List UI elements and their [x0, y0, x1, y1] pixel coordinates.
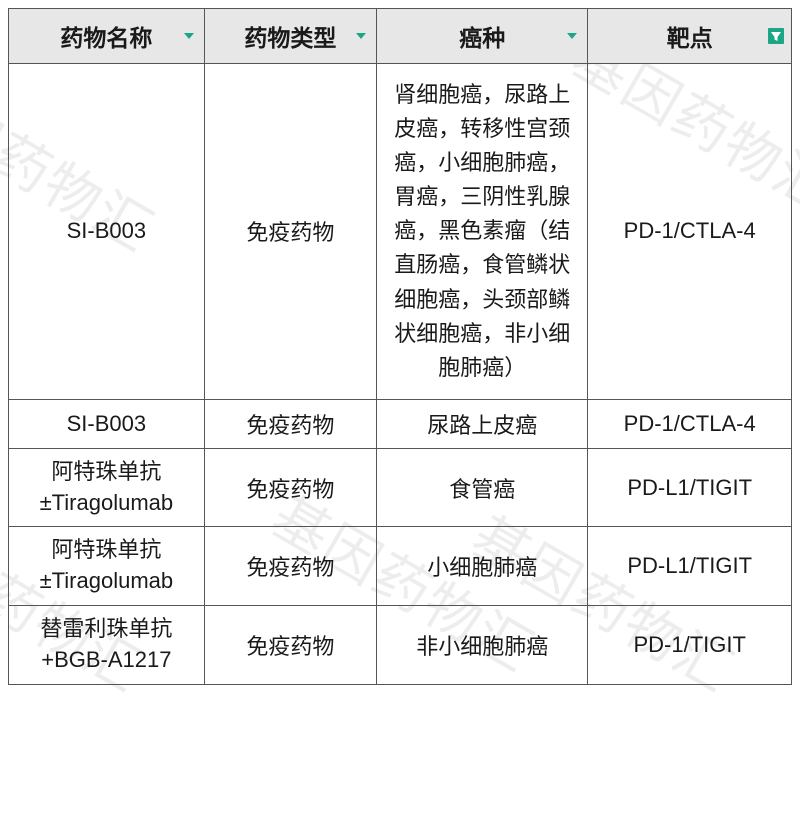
table-row: SI-B003 免疫药物 肾细胞癌，尿路上皮癌，转移性宫颈癌，小细胞肺癌，胃癌，… [9, 64, 792, 400]
column-header-drug-type[interactable]: 药物类型 [204, 9, 376, 64]
drug-type-cell: 免疫药物 [204, 606, 376, 685]
drug-name-cell: 替雷利珠单抗+BGB-A1217 [9, 606, 205, 685]
drug-name-cell: SI-B003 [9, 399, 205, 448]
drug-type-cell: 免疫药物 [204, 399, 376, 448]
target-cell: PD-L1/TIGIT [588, 527, 792, 606]
column-header-target[interactable]: 靶点 [588, 9, 792, 64]
cancer-type-cell: 非小细胞肺癌 [377, 606, 588, 685]
target-cell: PD-L1/TIGIT [588, 448, 792, 527]
drug-name-cell: 阿特珠单抗±Tiragolumab [9, 527, 205, 606]
column-header-cancer-type[interactable]: 癌种 [377, 9, 588, 64]
dropdown-icon[interactable] [352, 27, 370, 45]
filter-active-icon[interactable] [767, 27, 785, 45]
drug-type-cell: 免疫药物 [204, 64, 376, 400]
table-header-row: 药物名称 药物类型 癌种 靶点 [9, 9, 792, 64]
drug-type-cell: 免疫药物 [204, 527, 376, 606]
column-header-label: 癌种 [459, 25, 505, 51]
column-header-label: 药物名称 [60, 25, 152, 51]
cancer-type-cell: 肾细胞癌，尿路上皮癌，转移性宫颈癌，小细胞肺癌，胃癌，三阴性乳腺癌，黑色素瘤（结… [377, 64, 588, 400]
table-row: SI-B003 免疫药物 尿路上皮癌 PD-1/CTLA-4 [9, 399, 792, 448]
target-cell: PD-1/CTLA-4 [588, 64, 792, 400]
dropdown-icon[interactable] [563, 27, 581, 45]
target-cell: PD-1/TIGIT [588, 606, 792, 685]
cancer-type-cell: 尿路上皮癌 [377, 399, 588, 448]
drug-name-cell: SI-B003 [9, 64, 205, 400]
column-header-drug-name[interactable]: 药物名称 [9, 9, 205, 64]
column-header-label: 药物类型 [244, 25, 336, 51]
cancer-type-cell: 小细胞肺癌 [377, 527, 588, 606]
dropdown-icon[interactable] [180, 27, 198, 45]
target-cell: PD-1/CTLA-4 [588, 399, 792, 448]
drug-table: 药物名称 药物类型 癌种 靶点 [8, 8, 792, 685]
drug-name-cell: 阿特珠单抗±Tiragolumab [9, 448, 205, 527]
table-row: 阿特珠单抗±Tiragolumab 免疫药物 小细胞肺癌 PD-L1/TIGIT [9, 527, 792, 606]
table-row: 替雷利珠单抗+BGB-A1217 免疫药物 非小细胞肺癌 PD-1/TIGIT [9, 606, 792, 685]
table-row: 阿特珠单抗±Tiragolumab 免疫药物 食管癌 PD-L1/TIGIT [9, 448, 792, 527]
cancer-type-cell: 食管癌 [377, 448, 588, 527]
column-header-label: 靶点 [667, 25, 713, 51]
drug-type-cell: 免疫药物 [204, 448, 376, 527]
